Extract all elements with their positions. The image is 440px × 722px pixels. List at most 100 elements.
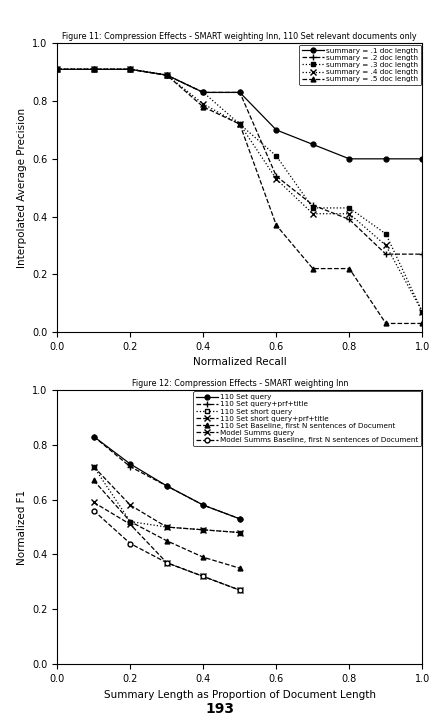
110 Set short query [91,462,96,471]
Text: 193: 193 [205,702,235,716]
summary = .5 doc length [201,103,206,111]
110 Set query [164,482,169,490]
summary = .2 doc length [128,65,133,74]
Title: Figure 12: Compression Effects - SMART weighting lnn: Figure 12: Compression Effects - SMART w… [132,379,348,388]
110 Set short query+prf+title [201,526,206,534]
summary = .3 doc length [347,204,352,212]
110 Set query+prf+title [164,482,169,490]
summary = .5 doc length [347,264,352,273]
Y-axis label: Interpolated Average Precision: Interpolated Average Precision [17,108,26,268]
Legend: summary = .1 doc length, summary = .2 doc length, summary = .3 doc length, summa: summary = .1 doc length, summary = .2 do… [299,45,421,85]
110 Set Baseline, first N sentences of Document [91,476,96,484]
Model Summs query [164,558,169,567]
summary = .1 doc length [55,65,60,74]
summary = .5 doc length [310,264,315,273]
summary = .3 doc length [55,65,60,74]
summary = .1 doc length [274,126,279,134]
110 Set query+prf+title [128,462,133,471]
summary = .4 doc length [347,209,352,218]
110 Set short query+prf+title [128,501,133,510]
summary = .4 doc length [310,209,315,218]
summary = .1 doc length [310,140,315,149]
110 Set short query+prf+title [164,523,169,531]
110 Set short query [201,526,206,534]
110 Set query [237,515,242,523]
summary = .5 doc length [274,221,279,230]
110 Set Baseline, first N sentences of Document [237,564,242,573]
summary = .3 doc length [128,65,133,74]
summary = .4 doc length [201,100,206,108]
110 Set short query [237,529,242,537]
Line: summary = .4 doc length: summary = .4 doc length [54,66,426,316]
Model Summs query [128,520,133,529]
110 Set query+prf+title [237,515,242,523]
summary = .2 doc length [420,250,425,258]
110 Set query+prf+title [201,501,206,510]
110 Set query+prf+title [91,432,96,441]
summary = .1 doc length [91,65,96,74]
Line: summary = .1 doc length: summary = .1 doc length [55,67,425,161]
110 Set Baseline, first N sentences of Document [128,517,133,526]
Model Summs query [201,572,206,580]
Line: 110 Set short query: 110 Set short query [91,464,242,535]
summary = .2 doc length [55,65,60,74]
summary = .2 doc length [201,88,206,97]
summary = .4 doc length [128,65,133,74]
summary = .5 doc length [55,65,60,74]
110 Set query [91,432,96,441]
summary = .1 doc length [420,155,425,163]
summary = .2 doc length [164,71,169,79]
summary = .3 doc length [201,88,206,97]
X-axis label: Normalized Recall: Normalized Recall [193,357,287,367]
summary = .4 doc length [420,308,425,316]
summary = .1 doc length [128,65,133,74]
X-axis label: Summary Length as Proportion of Document Length: Summary Length as Proportion of Document… [104,690,376,700]
summary = .3 doc length [91,65,96,74]
Model Summs query [237,586,242,594]
summary = .3 doc length [420,308,425,316]
Line: 110 Set query+prf+title: 110 Set query+prf+title [90,433,243,522]
summary = .3 doc length [383,230,389,238]
Line: summary = .3 doc length: summary = .3 doc length [55,67,425,314]
summary = .4 doc length [91,65,96,74]
110 Set short query+prf+title [91,462,96,471]
Line: summary = .2 doc length: summary = .2 doc length [54,66,426,258]
Line: 110 Set Baseline, first N sentences of Document: 110 Set Baseline, first N sentences of D… [91,478,242,570]
110 Set Baseline, first N sentences of Document [164,536,169,545]
Model Summs query [91,498,96,507]
summary = .5 doc length [420,319,425,328]
summary = .4 doc length [237,120,242,129]
Model Summs Baseline, first N sentences of Document [164,558,169,567]
summary = .4 doc length [274,175,279,183]
summary = .3 doc length [274,152,279,160]
Line: Model Summs Baseline, first N sentences of Document: Model Summs Baseline, first N sentences … [91,508,242,593]
Model Summs Baseline, first N sentences of Document [201,572,206,580]
summary = .1 doc length [201,88,206,97]
summary = .5 doc length [383,319,389,328]
summary = .4 doc length [55,65,60,74]
summary = .2 doc length [383,250,389,258]
summary = .3 doc length [164,71,169,79]
summary = .1 doc length [164,71,169,79]
110 Set query [128,460,133,469]
summary = .5 doc length [164,71,169,79]
Model Summs Baseline, first N sentences of Document [91,506,96,515]
summary = .2 doc length [91,65,96,74]
110 Set query [201,501,206,510]
Model Summs Baseline, first N sentences of Document [128,539,133,548]
110 Set short query+prf+title [237,529,242,537]
110 Set short query [128,517,133,526]
summary = .3 doc length [237,120,242,129]
summary = .1 doc length [383,155,389,163]
summary = .2 doc length [274,172,279,180]
Line: 110 Set query: 110 Set query [91,434,242,521]
summary = .1 doc length [347,155,352,163]
summary = .5 doc length [91,65,96,74]
summary = .3 doc length [310,204,315,212]
Model Summs Baseline, first N sentences of Document [237,586,242,594]
summary = .4 doc length [383,241,389,250]
summary = .5 doc length [237,120,242,129]
Legend: 110 Set query, 110 Set query+prf+title, 110 Set short query, 110 Set short query: 110 Set query, 110 Set query+prf+title, … [193,391,421,446]
Y-axis label: Normalized F1: Normalized F1 [17,490,26,565]
summary = .4 doc length [164,71,169,79]
